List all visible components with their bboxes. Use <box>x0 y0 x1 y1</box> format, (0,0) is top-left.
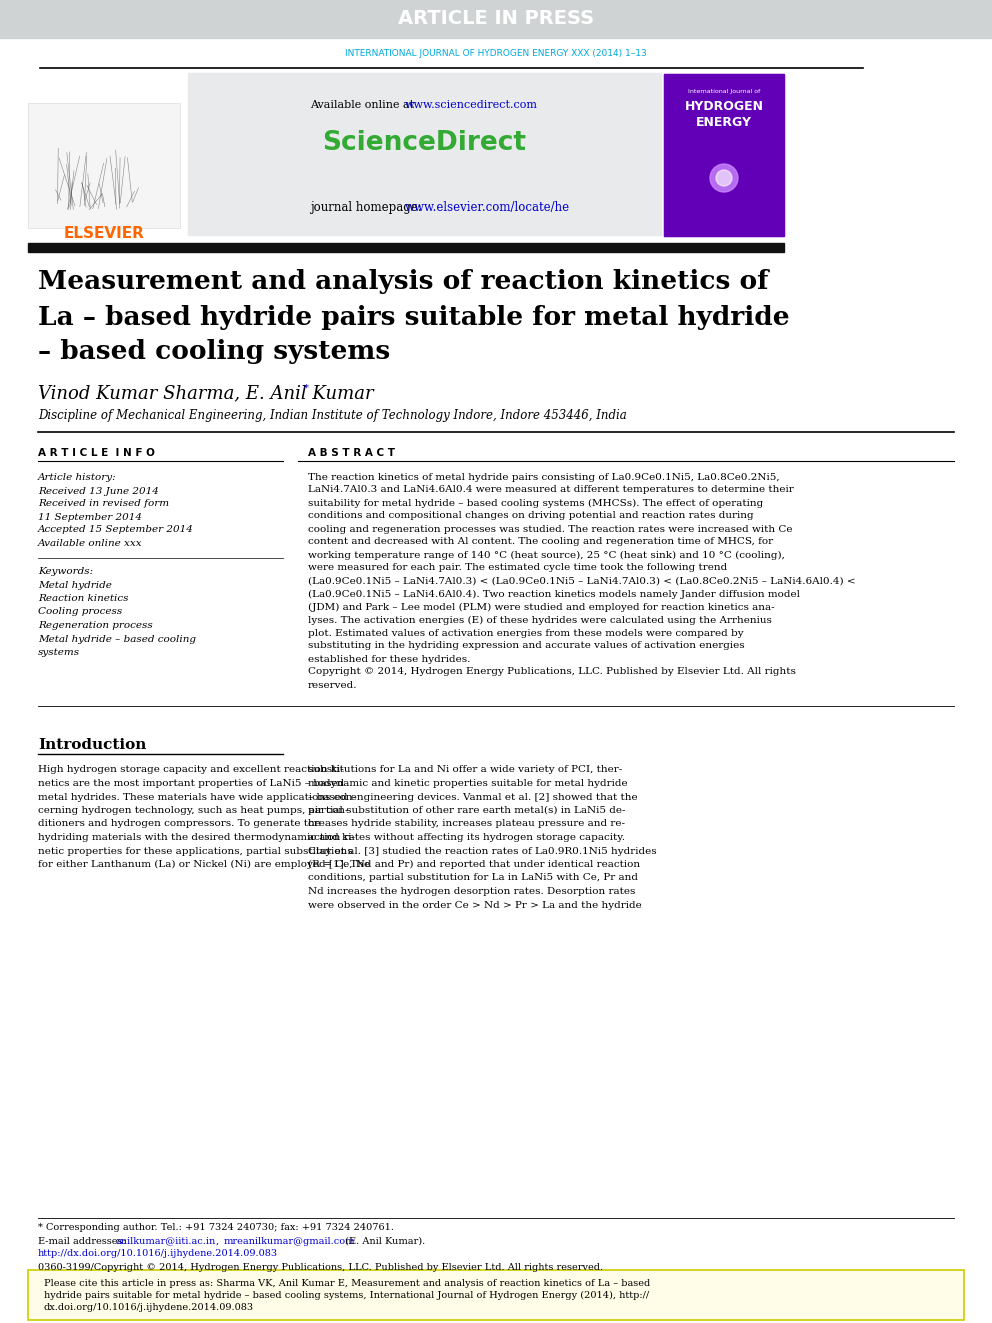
Text: – based engineering devices. Vanmal et al. [2] showed that the: – based engineering devices. Vanmal et a… <box>308 792 638 802</box>
Text: International Journal of: International Journal of <box>687 90 760 94</box>
Text: ELSEVIER: ELSEVIER <box>63 225 145 241</box>
Text: Discipline of Mechanical Engineering, Indian Institute of Technology Indore, Ind: Discipline of Mechanical Engineering, In… <box>38 410 627 422</box>
Text: * Corresponding author. Tel.: +91 7324 240730; fax: +91 7324 240761.: * Corresponding author. Tel.: +91 7324 2… <box>38 1224 394 1233</box>
Bar <box>28 1270 964 1320</box>
Text: established for these hydrides.: established for these hydrides. <box>308 655 470 664</box>
Text: Article history:: Article history: <box>38 472 117 482</box>
Text: partial substitution of other rare earth metal(s) in LaNi5 de-: partial substitution of other rare earth… <box>308 806 626 815</box>
Text: www.sciencedirect.com: www.sciencedirect.com <box>405 101 538 110</box>
Bar <box>28 103 180 228</box>
Text: ditioners and hydrogen compressors. To generate the: ditioners and hydrogen compressors. To g… <box>38 819 320 828</box>
Text: Measurement and analysis of reaction kinetics of: Measurement and analysis of reaction kin… <box>38 270 769 295</box>
Text: (R = Ce, Nd and Pr) and reported that under identical reaction: (R = Ce, Nd and Pr) and reported that un… <box>308 860 640 869</box>
Text: High hydrogen storage capacity and excellent reaction ki-: High hydrogen storage capacity and excel… <box>38 766 344 774</box>
Text: Accepted 15 September 2014: Accepted 15 September 2014 <box>38 525 193 534</box>
Text: www.elsevier.com/locate/he: www.elsevier.com/locate/he <box>405 201 570 213</box>
Text: were observed in the order Ce > Nd > Pr > La and the hydride: were observed in the order Ce > Nd > Pr … <box>308 901 642 909</box>
Text: (La0.9Ce0.1Ni5 – LaNi4.7Al0.3) < (La0.9Ce0.1Ni5 – LaNi4.7Al0.3) < (La0.8Ce0.2Ni5: (La0.9Ce0.1Ni5 – LaNi4.7Al0.3) < (La0.9C… <box>308 577 856 586</box>
Text: Vinod Kumar Sharma, E. Anil Kumar: Vinod Kumar Sharma, E. Anil Kumar <box>38 384 374 402</box>
Bar <box>664 74 784 235</box>
Text: *: * <box>304 384 309 393</box>
Text: lyses. The activation energies (E) of these hydrides were calculated using the A: lyses. The activation energies (E) of th… <box>308 615 772 624</box>
Text: substituting in the hydriding expression and accurate values of activation energ: substituting in the hydriding expression… <box>308 642 745 651</box>
Text: ,: , <box>216 1237 222 1245</box>
Text: anilkumar@iiti.ac.in: anilkumar@iiti.ac.in <box>116 1237 216 1245</box>
Bar <box>28 243 784 251</box>
Text: mreanilkumar@gmail.com: mreanilkumar@gmail.com <box>224 1237 355 1245</box>
Text: modynamic and kinetic properties suitable for metal hydride: modynamic and kinetic properties suitabl… <box>308 779 628 789</box>
Text: dx.doi.org/10.1016/j.ijhydene.2014.09.083: dx.doi.org/10.1016/j.ijhydene.2014.09.08… <box>44 1303 254 1311</box>
Text: A R T I C L E  I N F O: A R T I C L E I N F O <box>38 448 155 458</box>
Text: cerning hydrogen technology, such as heat pumps, air con-: cerning hydrogen technology, such as hea… <box>38 806 348 815</box>
Text: Please cite this article in press as: Sharma VK, Anil Kumar E, Measurement and a: Please cite this article in press as: Sh… <box>44 1278 650 1287</box>
Ellipse shape <box>716 169 732 187</box>
Text: Available online at: Available online at <box>310 101 418 110</box>
Text: (La0.9Ce0.1Ni5 – LaNi4.6Al0.4). Two reaction kinetics models namely Jander diffu: (La0.9Ce0.1Ni5 – LaNi4.6Al0.4). Two reac… <box>308 590 800 598</box>
Text: journal homepage:: journal homepage: <box>310 201 426 213</box>
Text: Received in revised form: Received in revised form <box>38 500 169 508</box>
Text: Metal hydride – based cooling: Metal hydride – based cooling <box>38 635 196 643</box>
Text: E-mail addresses:: E-mail addresses: <box>38 1237 129 1245</box>
Text: 11 September 2014: 11 September 2014 <box>38 512 142 521</box>
Text: La – based hydride pairs suitable for metal hydride: La – based hydride pairs suitable for me… <box>38 304 790 329</box>
Text: Metal hydride: Metal hydride <box>38 581 112 590</box>
Bar <box>0 0 992 38</box>
Text: suitability for metal hydride – based cooling systems (MHCSs). The effect of ope: suitability for metal hydride – based co… <box>308 499 763 508</box>
Text: Available online xxx: Available online xxx <box>38 538 143 548</box>
Text: Copyright © 2014, Hydrogen Energy Publications, LLC. Published by Elsevier Ltd. : Copyright © 2014, Hydrogen Energy Public… <box>308 668 796 676</box>
Text: cooling and regeneration processes was studied. The reaction rates were increase: cooling and regeneration processes was s… <box>308 524 793 533</box>
Text: 0360-3199/Copyright © 2014, Hydrogen Energy Publications, LLC. Published by Else: 0360-3199/Copyright © 2014, Hydrogen Ene… <box>38 1262 603 1271</box>
Text: Keywords:: Keywords: <box>38 566 93 576</box>
Text: plot. Estimated values of activation energies from these models were compared by: plot. Estimated values of activation ene… <box>308 628 744 638</box>
Text: (E. Anil Kumar).: (E. Anil Kumar). <box>342 1237 426 1245</box>
Text: creases hydride stability, increases plateau pressure and re-: creases hydride stability, increases pla… <box>308 819 625 828</box>
Text: hydride pairs suitable for metal hydride – based cooling systems, International : hydride pairs suitable for metal hydride… <box>44 1290 649 1299</box>
Text: conditions and compositional changes on driving potential and reaction rates dur: conditions and compositional changes on … <box>308 512 754 520</box>
Text: ScienceDirect: ScienceDirect <box>322 130 526 156</box>
Text: working temperature range of 140 °C (heat source), 25 °C (heat sink) and 10 °C (: working temperature range of 140 °C (hea… <box>308 550 785 560</box>
Text: Regeneration process: Regeneration process <box>38 620 153 630</box>
Text: (JDM) and Park – Lee model (PLM) were studied and employed for reaction kinetics: (JDM) and Park – Lee model (PLM) were st… <box>308 602 775 611</box>
Text: HYDROGEN: HYDROGEN <box>684 101 764 114</box>
Text: ENERGY: ENERGY <box>696 115 752 128</box>
Text: content and decreased with Al content. The cooling and regeneration time of MHCS: content and decreased with Al content. T… <box>308 537 773 546</box>
Text: Introduction: Introduction <box>38 738 147 751</box>
Bar <box>188 73 661 235</box>
Text: A B S T R A C T: A B S T R A C T <box>308 448 395 458</box>
Text: action rates without affecting its hydrogen storage capacity.: action rates without affecting its hydro… <box>308 833 625 841</box>
Text: for either Lanthanum (La) or Nickel (Ni) are employed [1]. The: for either Lanthanum (La) or Nickel (Ni)… <box>38 860 370 869</box>
Text: metal hydrides. These materials have wide applications con-: metal hydrides. These materials have wid… <box>38 792 356 802</box>
Text: ARTICLE IN PRESS: ARTICLE IN PRESS <box>398 9 594 29</box>
Text: Reaction kinetics: Reaction kinetics <box>38 594 129 603</box>
Text: were measured for each pair. The estimated cycle time took the following trend: were measured for each pair. The estimat… <box>308 564 727 573</box>
Text: The reaction kinetics of metal hydride pairs consisting of La0.9Ce0.1Ni5, La0.8C: The reaction kinetics of metal hydride p… <box>308 472 780 482</box>
Bar <box>664 74 784 235</box>
Text: Received 13 June 2014: Received 13 June 2014 <box>38 487 159 496</box>
Text: LaNi4.7Al0.3 and LaNi4.6Al0.4 were measured at different temperatures to determi: LaNi4.7Al0.3 and LaNi4.6Al0.4 were measu… <box>308 486 794 495</box>
Text: hydriding materials with the desired thermodynamic and ki-: hydriding materials with the desired the… <box>38 833 355 841</box>
Text: Nd increases the hydrogen desorption rates. Desorption rates: Nd increases the hydrogen desorption rat… <box>308 886 635 896</box>
Text: INTERNATIONAL JOURNAL OF HYDROGEN ENERGY XXX (2014) 1–13: INTERNATIONAL JOURNAL OF HYDROGEN ENERGY… <box>345 49 647 58</box>
Text: Clay et al. [3] studied the reaction rates of La0.9R0.1Ni5 hydrides: Clay et al. [3] studied the reaction rat… <box>308 847 657 856</box>
Text: netic properties for these applications, partial substitutions: netic properties for these applications,… <box>38 847 352 856</box>
Text: http://dx.doi.org/10.1016/j.ijhydene.2014.09.083: http://dx.doi.org/10.1016/j.ijhydene.201… <box>38 1249 278 1258</box>
Text: systems: systems <box>38 648 80 658</box>
Text: netics are the most important properties of LaNi5 – based: netics are the most important properties… <box>38 779 344 789</box>
Text: conditions, partial substitution for La in LaNi5 with Ce, Pr and: conditions, partial substitution for La … <box>308 873 638 882</box>
Text: reserved.: reserved. <box>308 680 357 689</box>
Text: substitutions for La and Ni offer a wide variety of PCI, ther-: substitutions for La and Ni offer a wide… <box>308 766 622 774</box>
Text: – based cooling systems: – based cooling systems <box>38 340 390 365</box>
Ellipse shape <box>710 164 738 192</box>
Text: Cooling process: Cooling process <box>38 607 122 617</box>
